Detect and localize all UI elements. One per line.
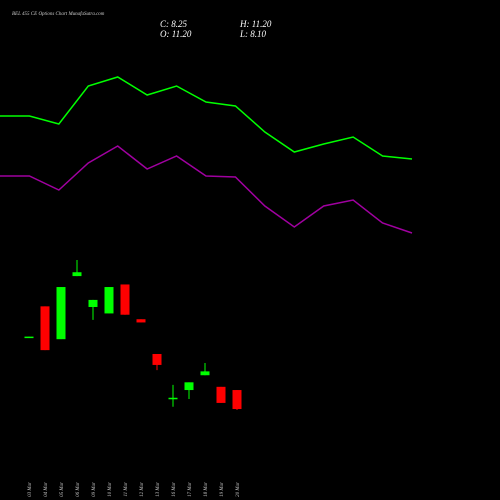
- x-tick-label: 06 Mar: [76, 482, 81, 497]
- indicator-line: [0, 76, 413, 160]
- candle-body: [232, 390, 242, 410]
- x-tick-label: 20 Mar: [236, 482, 241, 497]
- candle-body: [40, 306, 50, 351]
- x-tick-label: 18 Mar: [204, 482, 209, 497]
- x-tick-label: 12 Mar: [140, 482, 145, 497]
- candle-body: [24, 336, 34, 339]
- candle-body: [152, 353, 162, 365]
- candle-body: [216, 386, 226, 403]
- candle-body: [120, 284, 130, 315]
- candle-body: [168, 397, 178, 400]
- x-tick-label: 04 Mar: [44, 482, 49, 497]
- x-tick-label: 19 Mar: [220, 482, 225, 497]
- x-tick-label: 10 Mar: [108, 482, 113, 497]
- x-tick-label: 11 Mar: [124, 482, 129, 497]
- chart-title: BEL 455 CE Options Chart MunafaSutra.com: [12, 12, 105, 17]
- ohlc-label: L: 8.10: [239, 29, 267, 39]
- x-tick-label: 09 Mar: [92, 482, 97, 497]
- indicator-line: [0, 145, 413, 234]
- candle-body: [136, 319, 146, 323]
- candle-body: [56, 287, 66, 340]
- candle-body: [184, 382, 194, 391]
- candle-body: [200, 371, 210, 376]
- candle-body: [88, 299, 98, 307]
- x-tick-label: 13 Mar: [156, 482, 161, 497]
- x-tick-label: 17 Mar: [188, 482, 193, 497]
- x-tick-label: 03 Mar: [28, 482, 33, 497]
- candle-body: [104, 287, 114, 314]
- x-tick-label: 16 Mar: [172, 482, 177, 497]
- ohlc-label: H: 11.20: [239, 19, 272, 29]
- x-tick-label: 05 Mar: [60, 482, 65, 497]
- ohlc-label: O: 11.20: [160, 29, 192, 39]
- ohlc-label: C: 8.25: [160, 19, 188, 29]
- candle-body: [72, 272, 82, 277]
